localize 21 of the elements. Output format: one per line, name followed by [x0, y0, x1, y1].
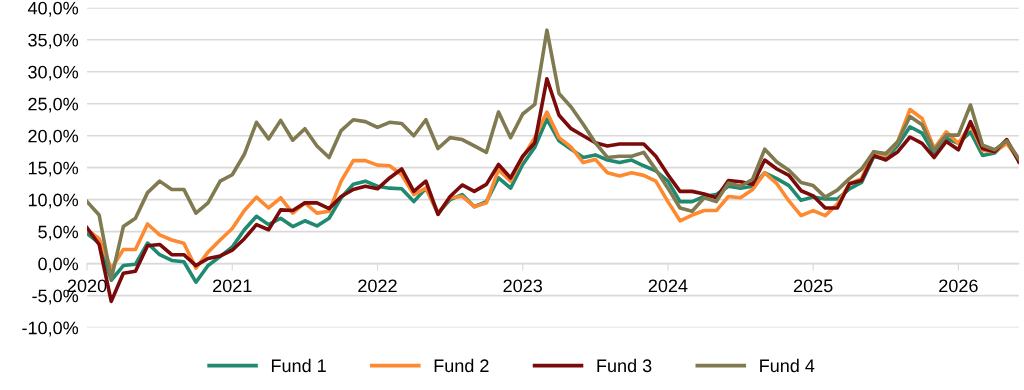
y-tick-label: 0,0%: [38, 257, 79, 273]
y-tick-label: 20,0%: [28, 129, 79, 145]
y-tick-label: 15,0%: [28, 161, 79, 177]
x-tick-label: 2024: [648, 279, 688, 293]
y-tick-label: -10,0%: [22, 321, 79, 337]
y-tick-label: 35,0%: [28, 33, 79, 49]
legend-label: Fund 1: [271, 358, 326, 373]
x-tick-label: 2021: [213, 279, 252, 293]
y-tick-label: 30,0%: [28, 65, 79, 81]
x-tick-label: 2022: [358, 279, 397, 293]
legend-label: Fund 2: [434, 358, 489, 373]
x-tick-label: 2026: [939, 279, 978, 293]
legend-label: Fund 4: [760, 358, 815, 373]
legend-label: Fund 3: [597, 358, 652, 373]
y-tick-label: 40,0%: [27, 1, 79, 17]
x-tick-label: 2023: [503, 279, 542, 293]
y-tick-label: 10,0%: [28, 193, 79, 209]
y-tick-label: 25,0%: [28, 97, 79, 113]
x-tick-label: 2025: [793, 279, 833, 293]
y-tick-label: 5,0%: [38, 225, 79, 241]
line-series: [87, 28, 1019, 281]
